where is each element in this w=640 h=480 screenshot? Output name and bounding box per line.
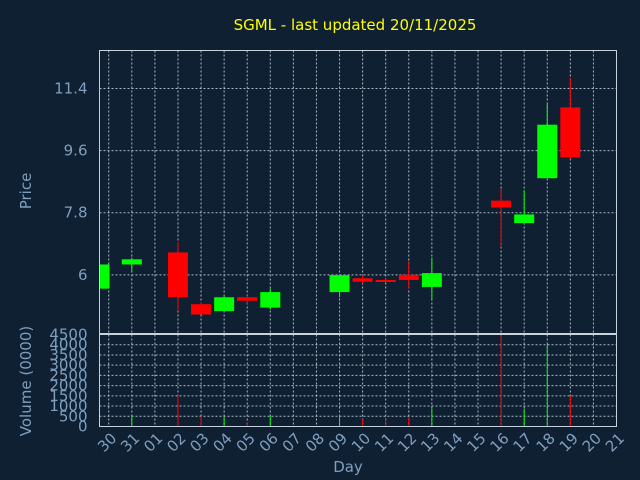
volume-tick-label: 500 <box>59 407 88 425</box>
volume-tick-label: 1500 <box>49 387 87 405</box>
candle-body <box>421 273 442 287</box>
candle <box>237 295 258 305</box>
volume-axis-label: Volume (0000) <box>17 326 35 436</box>
candle-body <box>329 275 350 293</box>
candle <box>514 190 535 224</box>
chart-title: SGML - last updated 20/11/2025 <box>234 16 477 34</box>
volume-tick-label: 3500 <box>49 346 87 364</box>
candle-body <box>491 200 512 208</box>
volume-tick-label: 1000 <box>49 397 87 415</box>
price-axis-label: Price <box>17 173 35 210</box>
candle-body <box>237 297 258 301</box>
x-axis-label: Day <box>333 458 363 476</box>
candle-body <box>167 252 188 298</box>
candle <box>421 257 442 299</box>
candle-body <box>398 274 419 281</box>
candle <box>375 278 396 283</box>
candle-body <box>375 280 396 283</box>
candle <box>99 264 110 289</box>
price-tick-label: 9.6 <box>64 142 88 160</box>
candle-body <box>260 292 281 308</box>
volume-bars <box>131 334 571 427</box>
price-plot-frame <box>99 50 617 334</box>
candle-body <box>514 214 535 224</box>
volume-tick-label: 3000 <box>49 356 87 374</box>
candle <box>560 78 581 160</box>
x-tick-label: 21 <box>602 429 628 455</box>
candle <box>491 188 512 248</box>
candle-body <box>99 264 110 289</box>
price-candles <box>99 78 581 315</box>
candle-body <box>121 259 142 265</box>
candle-body <box>560 107 581 158</box>
x-ticks: 3031010203040506070809101112131415161718… <box>94 429 628 455</box>
candle-body <box>352 278 373 282</box>
volume-tick-label: 2500 <box>49 366 87 384</box>
price-tick-label: 6 <box>78 266 88 284</box>
candle <box>352 275 373 284</box>
candle <box>398 261 419 289</box>
candle-body <box>191 304 212 315</box>
candle <box>167 242 188 312</box>
volume-tick-label: 4000 <box>49 336 87 354</box>
price-tick-label: 11.4 <box>54 79 87 97</box>
candle <box>121 257 142 272</box>
candle <box>260 288 281 310</box>
volume-tick-label: 4500 <box>49 326 87 344</box>
volume-tick-label: 0 <box>78 418 88 436</box>
price-y-ticks: 6 7.8 9.6 11.4 <box>54 79 87 283</box>
volume-tick-label: 2000 <box>49 377 87 395</box>
volume-grid <box>99 334 617 427</box>
price-tick-label: 7.8 <box>64 204 88 222</box>
candle <box>329 275 350 298</box>
candle-body <box>214 297 235 312</box>
candle <box>537 103 558 179</box>
candle <box>214 295 235 312</box>
candle-body <box>537 124 558 179</box>
volume-plot-frame <box>99 334 617 427</box>
candle <box>191 302 212 315</box>
